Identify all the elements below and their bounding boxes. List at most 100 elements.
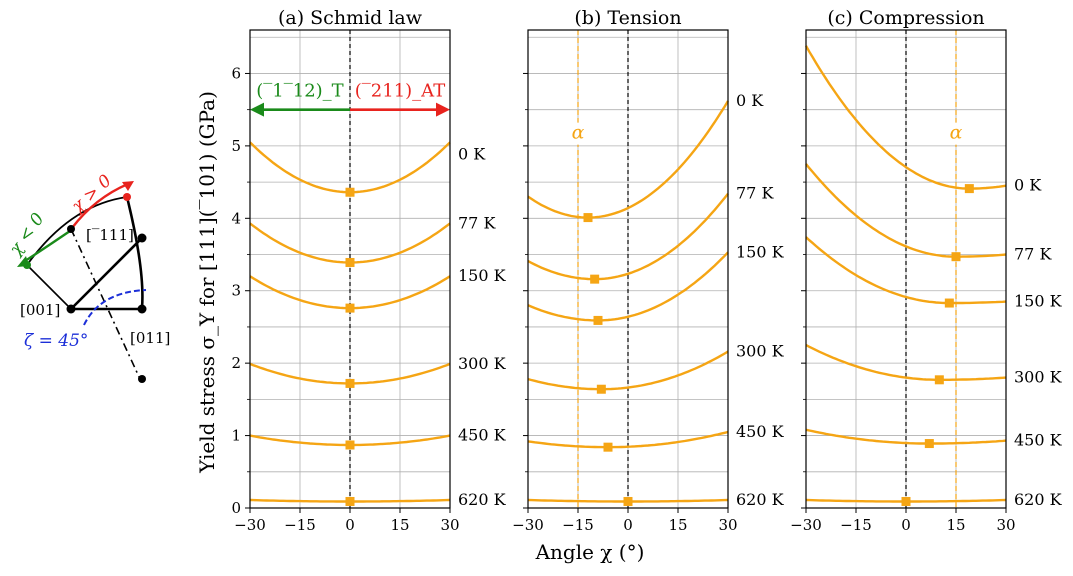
yield-curve-0k (527, 100, 730, 219)
x-tick-label: −30 (512, 516, 544, 534)
alpha-label: α (950, 122, 963, 144)
label-zeta: ζ = 45° (24, 331, 88, 351)
x-tick-label: 0 (623, 516, 633, 534)
yield-curve-450k (805, 428, 1007, 445)
minimum-marker (583, 213, 593, 223)
alpha-label-bg (566, 122, 590, 145)
temperature-label: 620 K (458, 490, 507, 509)
minimum-marker (924, 439, 934, 449)
stereographic-triangle: [‾111] [001] [011] ζ = 45° χ > 0 χ < 0 (5, 171, 170, 383)
triangle-arc-011 (125, 196, 144, 309)
chi-positive-arrow (71, 182, 129, 229)
temperature-label: 620 K (1014, 490, 1063, 509)
minimum-marker (951, 252, 961, 262)
x-tick-label: −30 (234, 516, 266, 534)
y-tick-label: 4 (231, 209, 241, 227)
minimum-marker (345, 303, 355, 313)
panel-frame (805, 29, 1007, 509)
y-tick-label: 5 (231, 137, 241, 155)
temperature-label: 300 K (736, 342, 785, 361)
minimum-marker (345, 496, 355, 506)
label-011: [011] (130, 329, 170, 347)
panel-title: (b) Tension (574, 7, 681, 29)
twinning-label: (‾1‾12)_T (256, 81, 343, 102)
temperature-label: 450 K (1014, 431, 1063, 450)
temperature-label: 77 K (736, 184, 774, 203)
node-011 (137, 304, 147, 314)
temperature-label: 0 K (1014, 176, 1042, 195)
yield-curve-77k (805, 163, 1007, 258)
x-tick-label: −15 (562, 516, 594, 534)
x-tick-label: 15 (668, 516, 687, 534)
minimum-marker (901, 496, 911, 506)
panel-tension: −30 −15 0 15 30 α 0 K 77 K 150 K 300 K 450 K 620 K (… (512, 7, 784, 534)
temperature-label: 150 K (1014, 292, 1063, 311)
yield-curve-450k (527, 430, 729, 449)
panel-title: (c) Compression (827, 7, 984, 29)
temperature-label: 300 K (1014, 368, 1063, 387)
temperature-label: 0 K (736, 91, 764, 110)
x-tick-label: 30 (718, 516, 737, 534)
chi-negative-point (23, 261, 31, 269)
temperature-label: 77 K (1014, 245, 1052, 264)
minimum-marker (596, 384, 606, 394)
twinning-arrowhead (250, 102, 264, 117)
x-axis-label: Angle χ (°) (535, 540, 645, 564)
temperature-label: 450 K (736, 422, 785, 441)
panel-frame (249, 29, 451, 509)
antitwinning-label: (‾211)_AT (355, 81, 445, 102)
minimum-marker (934, 375, 944, 385)
chi-positive-arrowhead (122, 181, 134, 191)
yield-curve-150k (805, 236, 1007, 305)
triangle-left-edge (26, 264, 72, 310)
panel-title: (a) Schmid law (278, 7, 423, 29)
minimum-marker (345, 187, 355, 197)
alpha-label: α (572, 122, 585, 144)
x-tick-label: −15 (284, 516, 316, 534)
x-tick-label: 0 (345, 516, 355, 534)
y-tick-label: 3 (231, 282, 241, 300)
panel-compression: −30 −15 0 15 30 α 0 K 77 K 150 K 300 K 450 K 620 K (… (790, 7, 1062, 534)
temperature-label: 150 K (458, 266, 507, 285)
temperature-label: 300 K (458, 354, 507, 373)
x-tick-label: 0 (901, 516, 911, 534)
triangle-node (67, 225, 75, 233)
antitwinning-arrowhead (436, 102, 450, 117)
y-axis-label: Yield stress σ_Y for [111](‾101) (GPa) (195, 91, 219, 474)
y-tick-label: 6 (231, 64, 241, 82)
temperature-label: 450 K (458, 426, 507, 445)
x-tick-label: 30 (440, 516, 459, 534)
temperature-label: 77 K (458, 213, 496, 232)
yield-curve-77k (527, 192, 729, 281)
node-111 (137, 233, 147, 243)
label-111: [‾111] (86, 226, 134, 244)
x-tick-label: 15 (390, 516, 409, 534)
y-tick-label: 1 (231, 427, 241, 445)
chi-positive-point (123, 193, 131, 201)
node-001 (66, 304, 76, 314)
temperature-label: 620 K (736, 490, 785, 509)
minimum-marker (603, 442, 613, 452)
yield-curve-300k (805, 343, 1007, 381)
y-tick-label: 2 (231, 354, 241, 372)
x-tick-label: −15 (840, 516, 872, 534)
temperature-label: 0 K (458, 145, 486, 164)
zeta-curve (83, 289, 147, 326)
minimum-marker (345, 378, 355, 388)
temperature-label: 150 K (736, 242, 785, 261)
alpha-label-bg (944, 122, 968, 145)
minimum-marker (944, 298, 954, 308)
yield-curve-300k (527, 350, 729, 391)
node-bottom (138, 375, 146, 383)
label-001: [001] (20, 301, 60, 319)
minimum-marker (345, 257, 355, 267)
yield-curve-150k (527, 251, 729, 322)
triangle-diagonal (70, 237, 143, 310)
x-tick-label: −30 (790, 516, 822, 534)
x-tick-label: 30 (996, 516, 1015, 534)
x-tick-label: 15 (946, 516, 965, 534)
minimum-marker (593, 315, 603, 325)
minimum-marker (964, 184, 974, 194)
label-chi-negative: χ < 0 (5, 209, 49, 259)
